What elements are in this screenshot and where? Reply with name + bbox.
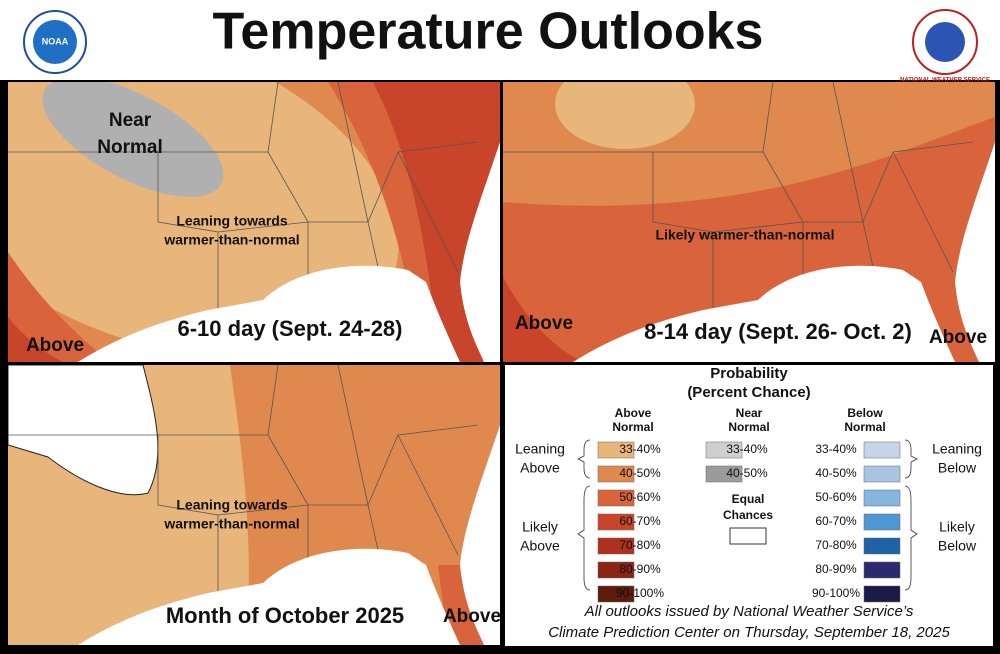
legend-group: Below: [938, 538, 977, 554]
legend-swatch: [597, 585, 635, 603]
legend-swatch: [597, 441, 635, 459]
legend-swatch: [863, 585, 901, 603]
map-label: Normal: [97, 137, 162, 158]
legend-group: Leaning: [515, 441, 565, 457]
legend-range: 80-90%: [619, 562, 661, 576]
map-8-14-day: [503, 82, 995, 362]
legend-swatch: [597, 489, 635, 507]
map-label: Above: [443, 606, 501, 627]
equal-chances: Equal: [732, 492, 765, 506]
legend-swatch: [863, 465, 901, 483]
legend-range: 50-60%: [619, 490, 661, 504]
legend-swatch: [597, 513, 635, 531]
legend-range: 33-40%: [815, 442, 857, 456]
legend-range: 70-80%: [619, 538, 661, 552]
map-label: warmer-than-normal: [163, 232, 299, 248]
column-heading: Above: [615, 406, 652, 420]
legend-panel: [505, 365, 993, 646]
equal-chances-swatch: [729, 527, 767, 545]
legend-swatch: [597, 561, 635, 579]
title: Temperature Outlooks: [213, 3, 764, 61]
legend-range: 90-100%: [812, 586, 860, 600]
map-label: Above: [515, 313, 573, 334]
legend-range: 70-80%: [815, 538, 857, 552]
map-label: warmer-than-normal: [163, 516, 299, 532]
map-label: Leaning towards: [176, 497, 287, 513]
column-heading: Normal: [844, 420, 885, 434]
legend-swatch: [597, 537, 635, 555]
map-6-10-day: [8, 82, 500, 362]
legend-range: 60-70%: [815, 514, 857, 528]
legend-group: Above: [520, 538, 560, 554]
column-heading: Below: [847, 406, 883, 420]
legend-range: 50-60%: [815, 490, 857, 504]
legend-range: 60-70%: [619, 514, 661, 528]
nws-text: NATIONAL WEATHER SERVICE: [900, 78, 990, 84]
legend-range: 40-50%: [726, 466, 768, 480]
legend-title: (Percent Chance): [687, 384, 810, 401]
legend-range: 90-100%: [616, 586, 664, 600]
legend-swatch: [705, 465, 743, 483]
map-october: [8, 365, 500, 645]
noaa-text: NOAA: [42, 36, 69, 46]
legend-group: Likely: [522, 519, 558, 535]
map-caption: 6-10 day (Sept. 24-28): [178, 316, 403, 341]
legend-swatch: [863, 489, 901, 507]
map-caption: 8-14 day (Sept. 26- Oct. 2): [644, 319, 912, 344]
legend-range: 40-50%: [815, 466, 857, 480]
legend-group: Above: [520, 460, 560, 476]
brackets: [577, 439, 918, 591]
legend-range: 33-40%: [726, 442, 768, 456]
map-label: Likely warmer-than-normal: [656, 227, 835, 243]
legend-swatch: [705, 441, 743, 459]
column-heading: Normal: [728, 420, 769, 434]
map-label: Near: [109, 110, 152, 131]
legend-title: Probability: [710, 365, 788, 382]
legend-swatch: [597, 465, 635, 483]
map-caption: Month of October 2025: [166, 603, 404, 628]
noaa-logo: NOAA: [23, 10, 87, 74]
nws-logo: NATIONAL WEATHER SERVICE: [900, 9, 990, 84]
footer: Climate Prediction Center on Thursday, S…: [548, 624, 950, 641]
map-label: Leaning towards: [176, 213, 287, 229]
legend-group: Leaning: [932, 441, 982, 457]
legend-swatch: [863, 561, 901, 579]
header: [0, 0, 1000, 80]
legend-group: Below: [938, 460, 977, 476]
map-label: Above: [26, 335, 84, 356]
legend-group: Likely: [939, 519, 975, 535]
legend-swatch: [863, 441, 901, 459]
equal-chances: Chances: [723, 508, 773, 522]
legend-range: 80-90%: [815, 562, 857, 576]
column-heading: Normal: [612, 420, 653, 434]
legend-range: 40-50%: [619, 466, 661, 480]
legend-swatch: [863, 513, 901, 531]
column-heading: Near: [736, 406, 763, 420]
footer: All outlooks issued by National Weather …: [584, 603, 914, 620]
map-label: Above: [929, 327, 987, 348]
legend-range: 33-40%: [619, 442, 661, 456]
legend-swatch: [863, 537, 901, 555]
